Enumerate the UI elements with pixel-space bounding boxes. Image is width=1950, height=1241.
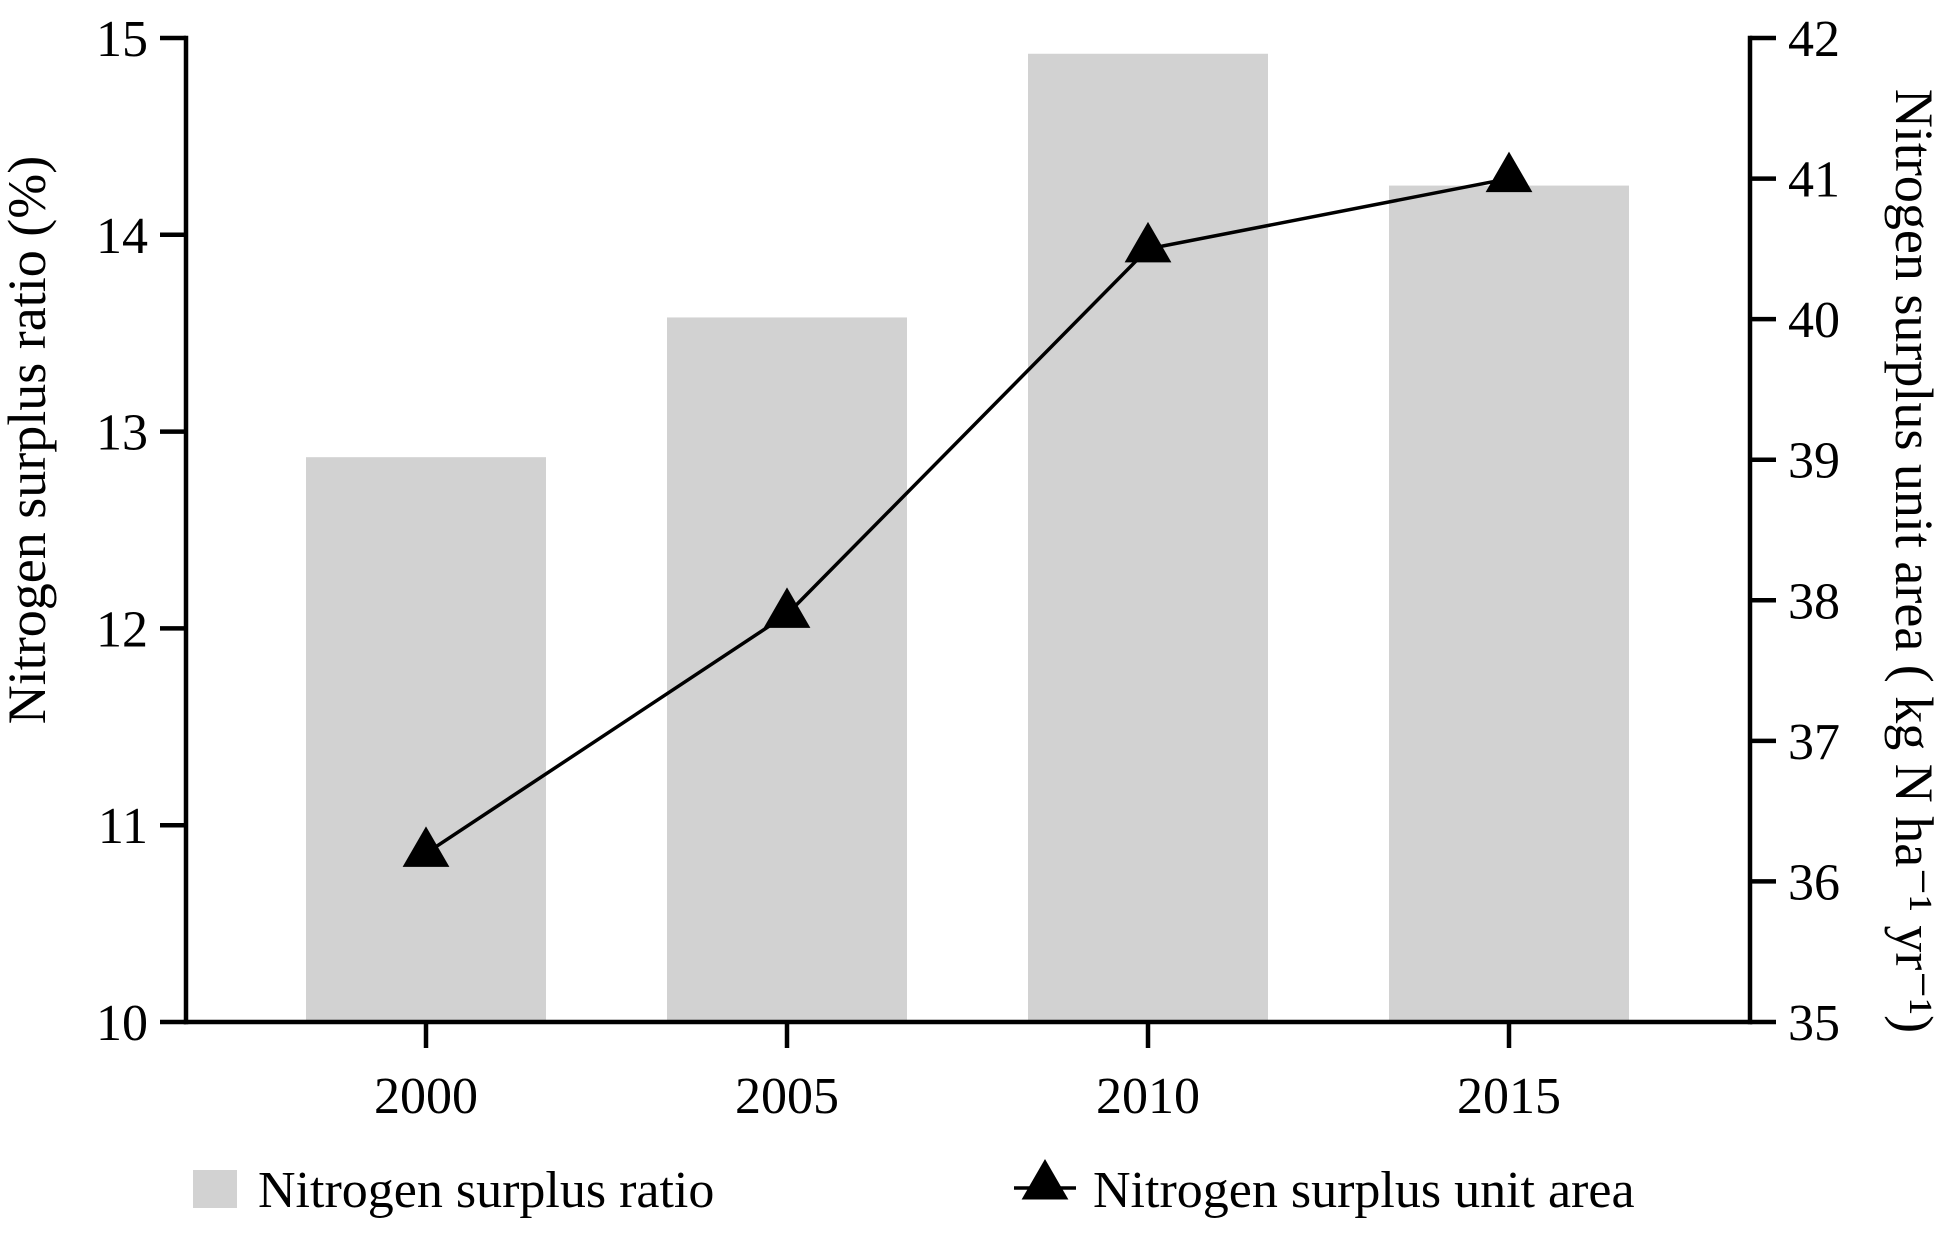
- unit-area-marker-2010: [1124, 221, 1172, 263]
- left-axis-tick-label: 14: [96, 208, 148, 265]
- legend-bar-swatch: [193, 1170, 237, 1208]
- x-axis-tick-label: 2015: [1457, 1068, 1561, 1125]
- legend-line-label: Nitrogen surplus unit area: [1093, 1162, 1635, 1219]
- unit-area-marker-2000: [402, 826, 450, 867]
- legend-triangle-marker: [1021, 1159, 1069, 1200]
- x-axis-tick-label: 2000: [374, 1068, 478, 1125]
- right-axis-tick-label: 42: [1788, 11, 1840, 68]
- right-axis-tick-label: 38: [1788, 573, 1840, 630]
- left-axis-tick-label: 11: [98, 798, 148, 855]
- bar-2000: [306, 457, 546, 1023]
- unit-area-marker-2015: [1485, 151, 1533, 193]
- right-axis-tick-label: 35: [1788, 995, 1840, 1052]
- left-axis-tick-label: 13: [96, 405, 148, 462]
- left-axis-tick-label: 10: [96, 995, 148, 1052]
- x-axis-tick-label: 2010: [1096, 1068, 1200, 1125]
- left-axis-tick-label: 15: [96, 11, 148, 68]
- right-axis-tick-label: 37: [1788, 714, 1840, 771]
- bar-2005: [667, 317, 907, 1022]
- right-axis-title: Nitrogen surplus unit area ( kg N ha⁻¹ y…: [1884, 89, 1944, 1033]
- x-axis-tick-label: 2005: [735, 1068, 839, 1125]
- right-axis-tick-label: 36: [1788, 854, 1840, 911]
- unit-area-marker-2005: [763, 587, 811, 628]
- left-axis-title: Nitrogen surplus ratio (%): [0, 156, 57, 724]
- right-axis-tick-label: 39: [1788, 433, 1840, 490]
- left-axis-tick-label: 12: [96, 601, 148, 658]
- bar-2015: [1389, 185, 1629, 1023]
- unit-area-line: [425, 176, 1510, 855]
- right-axis-tick-label: 41: [1788, 152, 1840, 209]
- bar-2010: [1028, 53, 1268, 1022]
- legend-bar-label: Nitrogen surplus ratio: [258, 1162, 714, 1219]
- right-axis-tick-label: 40: [1788, 292, 1840, 349]
